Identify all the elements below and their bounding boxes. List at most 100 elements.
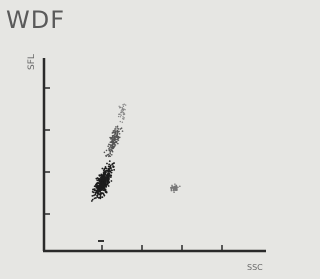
- cell-dot: [98, 178, 100, 180]
- cell-dot: [92, 189, 94, 191]
- cell-dot: [91, 195, 93, 197]
- cell-dot: [112, 138, 114, 140]
- cell-dot: [100, 192, 102, 194]
- cell-dot: [122, 116, 123, 117]
- cell-dot: [119, 133, 121, 135]
- cell-dot: [100, 190, 102, 192]
- cell-dot: [102, 184, 104, 186]
- cell-dot: [114, 136, 116, 138]
- cell-dot: [108, 155, 110, 157]
- cell-dot: [124, 113, 125, 114]
- cell-dot: [179, 185, 181, 187]
- cell-dot: [111, 169, 113, 171]
- cell-dot: [112, 151, 114, 153]
- cell-dot: [122, 104, 123, 105]
- cell-dot: [112, 135, 114, 137]
- cell-dot: [107, 145, 109, 147]
- x-axis-label: SSC: [247, 263, 263, 272]
- cell-dot: [96, 179, 98, 181]
- cell-dot: [115, 133, 117, 135]
- cell-dot: [118, 116, 119, 117]
- cell-dot: [91, 200, 93, 202]
- cell-dot: [123, 118, 124, 119]
- cell-dot: [113, 142, 115, 144]
- cell-dot: [105, 191, 107, 193]
- cell-dot: [111, 180, 113, 182]
- cell-dot: [94, 189, 96, 191]
- cell-dot: [112, 163, 114, 165]
- cell-dot: [110, 176, 112, 178]
- cell-dot: [107, 168, 109, 170]
- cell-dot: [104, 188, 106, 190]
- cell-dot: [107, 154, 109, 156]
- cell-dot: [122, 130, 124, 132]
- cell-dot: [123, 112, 124, 113]
- scattergram-screen: WDF SFL SSC: [0, 0, 271, 279]
- cell-dot: [175, 189, 177, 191]
- cell-dot: [101, 196, 103, 198]
- cell-dot: [173, 191, 175, 193]
- cell-dot: [109, 153, 111, 155]
- cell-dot: [104, 172, 106, 174]
- cell-dot: [120, 116, 121, 117]
- cell-dot: [113, 140, 115, 142]
- cell-dot: [109, 165, 111, 167]
- cell-dot: [105, 155, 107, 157]
- cell-dot: [115, 131, 117, 133]
- cell-dot: [93, 195, 95, 197]
- cell-dot: [100, 195, 102, 197]
- cell-dot: [108, 163, 110, 165]
- cell-dot: [124, 109, 125, 110]
- cell-dot: [118, 128, 120, 130]
- cell-dot: [174, 183, 176, 185]
- cell-dot: [122, 107, 123, 108]
- cell-dot: [117, 143, 119, 145]
- cell-dot: [171, 185, 173, 187]
- cell-dot: [117, 132, 119, 134]
- cell-dot: [96, 191, 98, 193]
- cell-dot: [104, 152, 106, 154]
- cell-dot: [120, 115, 121, 116]
- y-axis-label: SFL: [27, 54, 37, 70]
- cell-dot: [113, 169, 115, 171]
- cell-dot: [108, 175, 110, 177]
- cell-dot: [106, 183, 108, 185]
- cell-dot: [106, 163, 108, 165]
- cell-dot: [115, 126, 117, 128]
- cell-dot: [173, 189, 175, 191]
- cell-dot: [124, 104, 125, 105]
- cell-dot: [103, 195, 105, 197]
- cell-dot: [101, 174, 103, 176]
- cell-dot: [112, 147, 114, 149]
- cell-dot: [118, 136, 120, 138]
- cell-dot: [109, 170, 111, 172]
- cell-dot: [99, 197, 101, 199]
- cell-dot: [103, 185, 105, 187]
- cell-dot: [176, 185, 178, 187]
- cell-dot: [118, 106, 119, 107]
- cell-dot: [99, 183, 101, 185]
- cell-dot: [121, 127, 123, 129]
- cell-dot: [125, 104, 126, 105]
- cell-dot: [110, 150, 112, 152]
- cell-dot: [101, 168, 103, 170]
- cell-dot: [101, 186, 103, 188]
- cell-dot: [95, 178, 97, 180]
- cell-dot: [105, 186, 107, 188]
- cell-dot: [171, 190, 173, 192]
- cell-dot: [115, 128, 117, 130]
- cell-dot: [112, 165, 114, 167]
- cell-dot: [110, 137, 112, 139]
- cell-dot: [117, 125, 119, 127]
- cell-dot: [93, 191, 95, 193]
- cell-dot: [116, 136, 118, 138]
- cell-dot: [105, 176, 107, 178]
- cell-dot: [121, 110, 122, 111]
- cell-dot: [116, 134, 118, 136]
- cell-dot: [97, 193, 99, 195]
- cell-dot: [110, 141, 112, 143]
- cell-dot: [111, 154, 113, 156]
- cell-dot: [98, 189, 100, 191]
- cell-dot: [96, 187, 98, 189]
- cell-dot: [102, 192, 104, 194]
